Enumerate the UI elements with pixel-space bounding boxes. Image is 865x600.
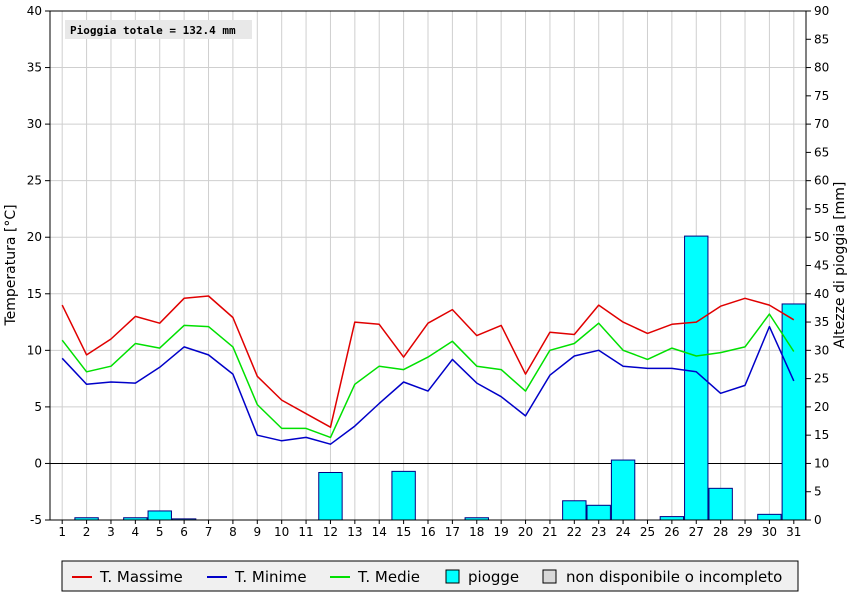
- y-right-tick-label: 90: [814, 4, 829, 18]
- x-tick-label: 30: [762, 525, 777, 539]
- x-tick-label: 10: [274, 525, 289, 539]
- rain-bar: [147, 510, 172, 521]
- y-left-tick-label: 15: [27, 287, 42, 301]
- y-right-tick-label: 30: [814, 343, 829, 357]
- y-right-tick-label: 45: [814, 259, 829, 273]
- y-right-tick-label: 0: [814, 513, 822, 527]
- rain-bar: [781, 303, 807, 521]
- temperature-lines: [61, 295, 795, 445]
- y-right-tick-label: 40: [814, 287, 829, 301]
- x-tick-label: 21: [542, 525, 557, 539]
- legend-box: [61, 560, 799, 592]
- y-right-tick-label: 50: [814, 230, 829, 244]
- y-right-tick-label: 10: [814, 456, 829, 470]
- x-tick-label: 25: [640, 525, 655, 539]
- rain-bar: [562, 500, 587, 521]
- x-tick-label: 11: [298, 525, 313, 539]
- x-tick-label: 27: [689, 525, 704, 539]
- x-tick-label: 5: [156, 525, 164, 539]
- y-left-tick-label: 5: [34, 400, 42, 414]
- y-left-tick-label: 30: [27, 117, 42, 131]
- series-line-t-massime: [61, 295, 795, 428]
- legend-na-swatch: [542, 569, 557, 584]
- x-tick-label: 16: [420, 525, 435, 539]
- rain-bar: [659, 516, 685, 521]
- x-tick-label: 4: [132, 525, 140, 539]
- y-right-tick-label: 75: [814, 89, 829, 103]
- x-tick-label: 14: [372, 525, 387, 539]
- legend-rain-swatch: [445, 569, 460, 584]
- x-tick-label: 15: [396, 525, 411, 539]
- x-tick-label: 6: [180, 525, 188, 539]
- y-right-tick-label: 5: [814, 485, 822, 499]
- y-right-tick-label: 70: [814, 117, 829, 131]
- y-left-tick-label: 0: [34, 456, 42, 470]
- y-right-tick-label: 20: [814, 400, 829, 414]
- y-left-tick-label: 40: [27, 4, 42, 18]
- rain-bar: [708, 487, 733, 521]
- x-tick-label: 20: [518, 525, 533, 539]
- y-left-tick-label: 20: [27, 230, 42, 244]
- y-left-tick-label: 10: [27, 343, 42, 357]
- y-right-tick-label: 35: [814, 315, 829, 329]
- series-line-t-medie: [61, 313, 795, 439]
- x-tick-label: 9: [253, 525, 261, 539]
- legend-na-label: non disponibile o incompleto: [566, 568, 782, 586]
- legend-min-label: T. Minime: [234, 568, 307, 586]
- x-tick-label: 13: [347, 525, 362, 539]
- rain-total-text: Pioggia totale = 132.4 mm: [70, 24, 236, 37]
- rain-bar: [318, 471, 343, 521]
- series-line-t-minime: [61, 325, 795, 445]
- x-tick-label: 17: [445, 525, 460, 539]
- x-tick-label: 2: [83, 525, 91, 539]
- x-tick-label: 7: [205, 525, 213, 539]
- legend-max-label: T. Massime: [99, 568, 183, 586]
- x-tick-label: 22: [567, 525, 582, 539]
- x-tick-label: 3: [107, 525, 115, 539]
- x-tick-label: 26: [664, 525, 679, 539]
- y-right-tick-label: 60: [814, 174, 829, 188]
- rain-bar: [391, 470, 416, 521]
- x-tick-label: 31: [786, 525, 801, 539]
- y-right-tick-label: 15: [814, 428, 829, 442]
- rain-bar: [610, 459, 636, 521]
- rain-total-annotation: Pioggia totale = 132.4 mm: [65, 20, 252, 39]
- y-left-tick-label: 25: [27, 174, 42, 188]
- rain-bar: [586, 504, 611, 521]
- legend-rain-label: piogge: [468, 568, 519, 586]
- y-left-tick-label: -5: [30, 513, 42, 527]
- y-right-tick-label: 25: [814, 372, 829, 386]
- x-tick-label: 8: [229, 525, 237, 539]
- x-tick-label: 19: [494, 525, 509, 539]
- x-tick-label: 29: [737, 525, 752, 539]
- legend: T. Massime T. Minime T. Medie piogge non…: [61, 560, 799, 592]
- grid: [50, 11, 806, 520]
- y-axis-right-title: Altezze di pioggia [mm]: [832, 182, 848, 349]
- y-right-tick-label: 65: [814, 145, 829, 159]
- x-tick-label: 18: [469, 525, 484, 539]
- axes: -505101520253035400510152025303540455055…: [27, 4, 830, 539]
- x-tick-label: 12: [323, 525, 338, 539]
- rain-bar: [757, 513, 782, 521]
- y-right-tick-label: 80: [814, 61, 829, 75]
- x-tick-label: 28: [713, 525, 728, 539]
- x-tick-label: 23: [591, 525, 606, 539]
- legend-mean-label: T. Medie: [357, 568, 420, 586]
- y-right-tick-label: 85: [814, 32, 829, 46]
- y-axis-left-title: Temperatura [°C]: [3, 204, 19, 326]
- x-tick-label: 1: [58, 525, 66, 539]
- x-tick-label: 24: [615, 525, 630, 539]
- y-right-tick-label: 55: [814, 202, 829, 216]
- y-left-tick-label: 35: [27, 61, 42, 75]
